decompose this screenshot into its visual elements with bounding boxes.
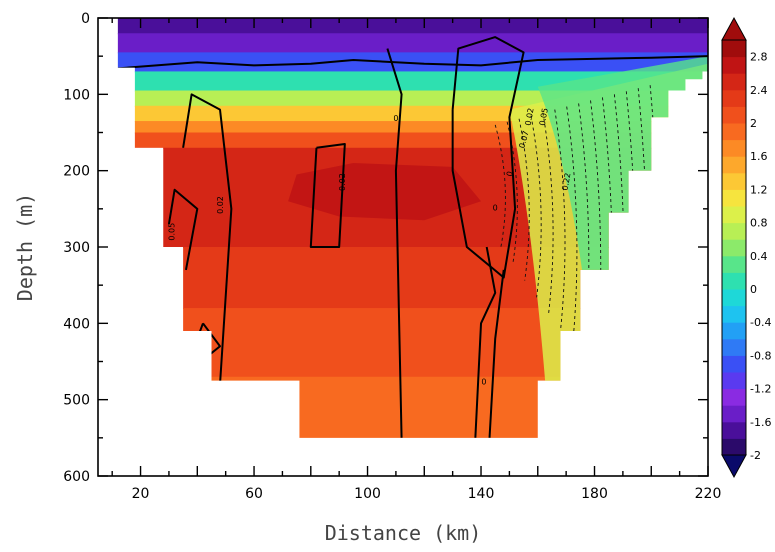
colorbar-label: -1.6 [750, 416, 771, 429]
solid-contour-line [488, 269, 505, 438]
colorbar-swatch [722, 189, 746, 207]
contour-label: 0.05 [538, 107, 550, 126]
contour-label: 0 [493, 203, 498, 212]
dashed-contour-line [494, 124, 506, 248]
colorbar-swatch [722, 388, 746, 406]
warm-core-region [288, 163, 482, 221]
solid-contour-line [117, 55, 708, 70]
x-axis-ticks: 20 60 100 140 180 220 [111, 18, 722, 502]
dashed-contour-line [542, 112, 554, 315]
dashed-contour-line [649, 85, 661, 438]
colorbar-swatch [722, 405, 746, 423]
contour-label: 0.05 [168, 223, 177, 241]
colorbar-label: -0.4 [750, 316, 771, 329]
y-tick-label: 600 [63, 469, 90, 485]
y-tick-label: 400 [63, 316, 90, 332]
colorbar-label: 2.4 [750, 84, 768, 97]
y-tick-label: 500 [63, 393, 90, 409]
dashed-contour-line [506, 121, 518, 264]
colorbar-swatch [722, 56, 746, 74]
contour-label: 0.02 [524, 107, 536, 126]
contour-label: 0.02 [216, 196, 225, 214]
colorbar-swatch [722, 289, 746, 307]
colorbar-swatch [722, 139, 746, 157]
colorbar-swatch [722, 106, 746, 124]
colorbar-swatch [722, 322, 746, 340]
temperature-layer [117, 376, 708, 438]
y-tick-label: 300 [63, 240, 90, 256]
colorbar-swatch [722, 222, 746, 240]
y-axis-ticks: 0 100 200 300 400 500 600 [63, 11, 708, 485]
x-tick-label: 20 [132, 486, 150, 502]
colorbar-swatch [722, 73, 746, 91]
colorbar-frame [721, 39, 747, 456]
colorbar-label: 2 [750, 117, 757, 130]
solid-contour-line [386, 48, 403, 438]
colorbar-swatch [722, 338, 746, 356]
dashed-contour-line [530, 115, 542, 298]
colorbar-swatch [722, 255, 746, 273]
temperature-layer [117, 247, 708, 310]
colorbar-swatch [722, 239, 746, 257]
colorbar-swatch [722, 89, 746, 107]
colorbar-swatch [722, 372, 746, 390]
contour-label: 0.22 [561, 172, 573, 191]
colorbar-label: 0 [750, 283, 757, 296]
temperature-layer [117, 308, 708, 378]
dashed-contour-line [566, 106, 578, 348]
colorbar-label: -1.2 [750, 383, 771, 396]
contour-label: 0 [481, 377, 486, 386]
colorbar-swatch [722, 355, 746, 373]
colorbar-min-arrow [721, 454, 747, 479]
data-area [117, 18, 708, 438]
colorbar-label: 0.4 [750, 250, 768, 263]
dashed-contour-line [518, 118, 530, 281]
x-axis-title: Distance (km) [325, 521, 482, 545]
colorbar-max-arrow [721, 16, 747, 41]
x-tick-label: 140 [468, 486, 495, 502]
colorbar-swatch [722, 421, 746, 439]
x-tick-label: 60 [245, 486, 263, 502]
solid-contours [117, 36, 708, 438]
solid-contour-line [309, 142, 346, 248]
colorbar-label: 2.8 [750, 51, 768, 64]
colorbar-label: 1.6 [750, 150, 768, 163]
y-tick-label: 0 [81, 11, 90, 27]
colorbar-label: 1.2 [750, 183, 768, 196]
colorbar-swatch [722, 438, 746, 456]
y-axis-title: Depth (m) [13, 193, 37, 301]
dashed-contour-line [590, 100, 602, 382]
x-tick-label: 180 [581, 486, 608, 502]
x-tick-label: 220 [695, 486, 722, 502]
contour-label: 0.07 [517, 130, 530, 150]
colorbar-swatch [722, 272, 746, 290]
solid-contour-line [167, 188, 199, 271]
colorbar-label: 0.8 [750, 217, 768, 230]
colorbar-label: -0.8 [750, 349, 771, 362]
y-tick-label: 100 [63, 87, 90, 103]
solid-contour-line [474, 246, 497, 438]
temperature-layer [117, 33, 708, 54]
colorbar-swatch [722, 40, 746, 58]
solid-contour-line [451, 36, 525, 279]
colorbar-swatch [722, 156, 746, 174]
contour-label: 0.02 [338, 173, 347, 191]
dashed-contour-line [554, 109, 566, 332]
colorbar-swatch [722, 305, 746, 323]
y-tick-label: 200 [63, 164, 90, 180]
x-tick-label: 100 [354, 486, 381, 502]
contour-label: 0 [393, 114, 398, 123]
temperature-layer [117, 18, 708, 35]
solid-contour-line [182, 93, 233, 385]
colorbar-swatch [722, 172, 746, 190]
colorbar-swatch [722, 206, 746, 224]
colorbar-swatch [722, 123, 746, 141]
colorbar: 2.8 2.4 2 1.6 1.2 0.8 0.4 0 -0.4 -0.8 -1.2 -1.6 -2 [721, 16, 771, 479]
colorbar-label: -2 [750, 449, 761, 462]
contour-label: 0 [505, 170, 515, 177]
